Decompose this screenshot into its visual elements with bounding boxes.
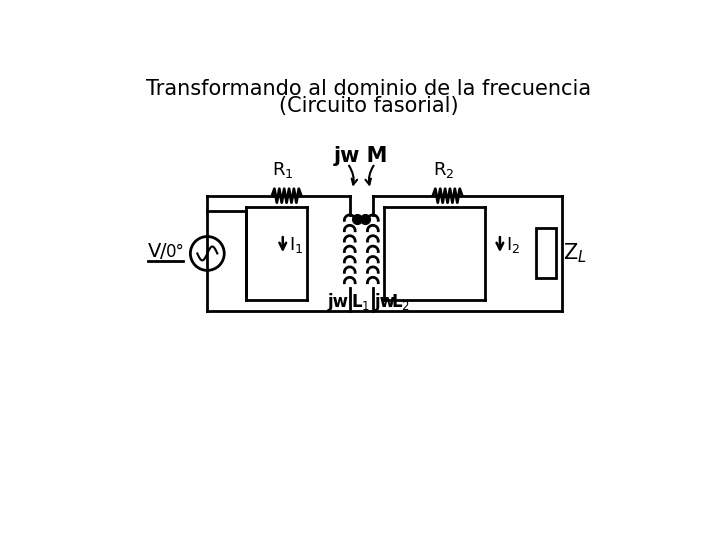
Text: I$_1$: I$_1$ [289,234,303,254]
Text: I$_2$: I$_2$ [506,234,521,254]
Text: /: / [160,242,166,261]
Text: Transformando al dominio de la frecuencia: Transformando al dominio de la frecuenci… [146,79,592,99]
Text: L$_1$: L$_1$ [351,292,369,312]
Text: V: V [148,242,161,261]
Bar [536,228,556,279]
Text: L$_2$: L$_2$ [392,292,410,312]
Text: jw: jw [327,293,348,311]
Text: jw: jw [374,293,395,311]
Text: R$_1$: R$_1$ [272,160,294,180]
Text: (Circuito fasorial): (Circuito fasorial) [279,96,459,116]
Text: R$_2$: R$_2$ [433,160,454,180]
Text: 0°: 0° [166,243,184,261]
Text: Z$_L$: Z$_L$ [563,241,587,265]
Text: jw M: jw M [334,146,389,166]
